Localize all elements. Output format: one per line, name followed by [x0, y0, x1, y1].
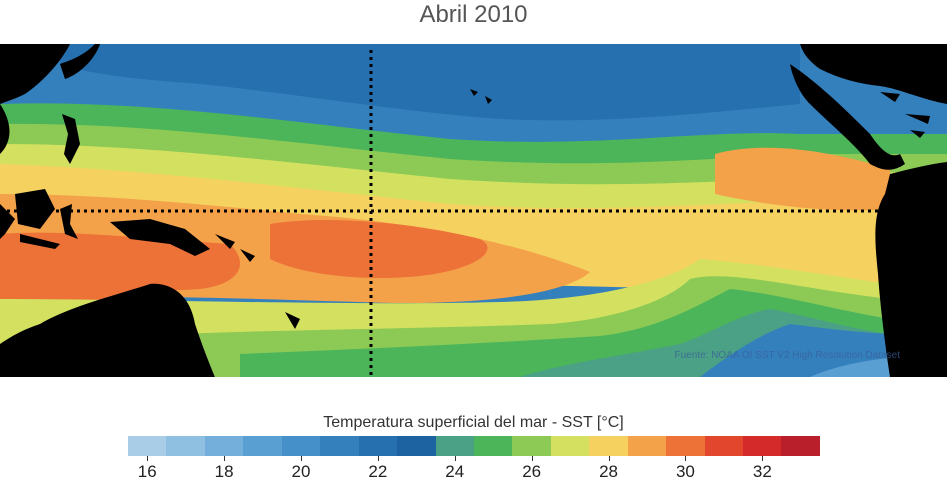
map-title: Abril 2010 [419, 1, 528, 28]
colorbar-tick-mark [224, 456, 226, 461]
land-newzealand [285, 312, 300, 329]
colorbar-cell [243, 436, 282, 456]
colorbar-tick-mark [608, 456, 610, 461]
colorbar-title: Temperatura superficial del mar - SST [°… [323, 414, 624, 431]
colorbar [128, 436, 820, 456]
colorbar-cell [704, 436, 743, 456]
land-australia [0, 283, 215, 377]
source-credit: Fuente: NOAA OI SST V2 High Resolution D… [674, 350, 900, 361]
sst-band-green-north [0, 103, 947, 171]
land-asia-coast [0, 104, 10, 154]
land-asia-north [0, 44, 70, 104]
land-newguinea [110, 219, 210, 256]
land-solomons [215, 234, 255, 262]
colorbar-tick-label: 18 [214, 462, 234, 481]
colorbar-cell [320, 436, 359, 456]
colorbar-tick-label: 24 [445, 462, 465, 481]
colorbar-tick-mark [531, 456, 533, 461]
land-sulawesi [60, 204, 78, 239]
sst-band-north-cold [60, 44, 800, 121]
colorbar-cell [743, 436, 782, 456]
colorbar-tick-label: 26 [522, 462, 542, 481]
sst-band-lightgreen-north [0, 123, 947, 188]
colorbar-ticks: 16 18 20 22 24 26 28 30 32 [128, 456, 820, 481]
land-borneo [15, 189, 55, 229]
colorbar-tick-label: 22 [368, 462, 388, 481]
colorbar-cell [550, 436, 590, 456]
colorbar-tick-mark [454, 456, 456, 461]
land-south-america [875, 162, 947, 377]
colorbar-cell [666, 436, 705, 456]
sst-band-redorange-core [270, 219, 488, 279]
sst-map [0, 44, 947, 377]
colorbar-tick-label: 16 [137, 462, 157, 481]
colorbar-cell [166, 436, 205, 456]
land-sumatra-java [0, 204, 60, 249]
colorbar-cell [512, 436, 551, 456]
land-central-america [790, 64, 905, 170]
colorbar-tick-mark [377, 456, 379, 461]
colorbar-tick-mark [762, 456, 764, 461]
colorbar-cell [397, 436, 436, 456]
colorbar-cell [627, 436, 667, 456]
colorbar-cell [781, 436, 820, 456]
land-north-america [800, 44, 947, 104]
colorbar-tick-mark [147, 456, 149, 461]
colorbar-cell [589, 436, 628, 456]
colorbar-cell [204, 436, 244, 456]
colorbar-tick-mark [685, 456, 687, 461]
colorbar-cell [358, 436, 398, 456]
sst-band-orange-ec [715, 147, 890, 211]
land-japan [60, 44, 100, 79]
colorbar-cell [435, 436, 474, 456]
colorbar-cell [128, 436, 167, 456]
colorbar-tick-label: 28 [599, 462, 618, 481]
colorbar-cell [281, 436, 321, 456]
colorbar-tick-label: 30 [675, 462, 695, 481]
land-philippines [62, 114, 80, 164]
colorbar-cell [473, 436, 513, 456]
colorbar-tick-label: 20 [291, 462, 311, 481]
colorbar-tick-label: 32 [752, 462, 772, 481]
land-hawaii [470, 89, 492, 104]
colorbar-tick-mark [301, 456, 302, 461]
